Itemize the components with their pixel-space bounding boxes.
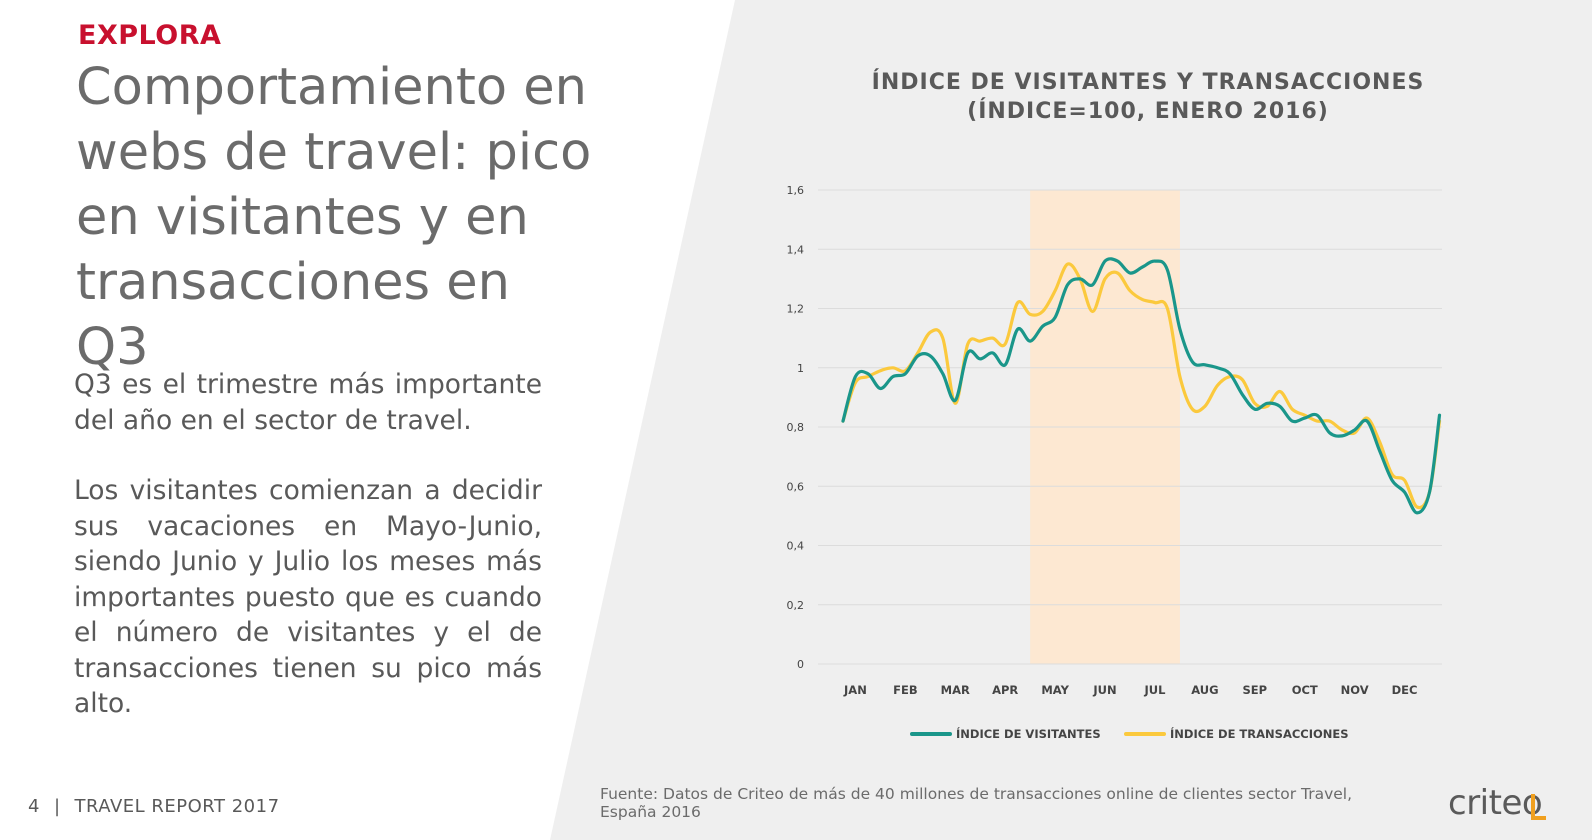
y-tick-label: 1,6 bbox=[787, 184, 805, 197]
legend-label: ÍNDICE DE VISITANTES bbox=[956, 726, 1101, 741]
x-tick-label: JUL bbox=[1143, 683, 1166, 697]
x-tick-label: JUN bbox=[1092, 683, 1116, 697]
x-tick-label: MAR bbox=[941, 683, 970, 697]
y-tick-label: 1,4 bbox=[787, 243, 805, 256]
y-tick-label: 0 bbox=[797, 658, 804, 671]
criteo-logo: criteo bbox=[1448, 783, 1543, 823]
legend-item-visitors: ÍNDICE DE VISITANTES bbox=[910, 726, 1101, 741]
x-tick-label: SEP bbox=[1243, 683, 1268, 697]
series-line-visitors bbox=[841, 257, 1442, 515]
page-number: 4 bbox=[28, 796, 40, 817]
body-paragraph-2: Los visitantes comienzan a decidir sus v… bbox=[74, 475, 542, 719]
body-paragraph-1: Q3 es el trimestre más importante del añ… bbox=[74, 369, 542, 436]
y-tick-label: 1,2 bbox=[787, 303, 805, 316]
page-title: Comportamiento en webs de travel: pico e… bbox=[76, 58, 592, 377]
legend-label: ÍNDICE DE TRANSACCIONES bbox=[1170, 726, 1349, 741]
section-eyebrow: EXPLORA bbox=[78, 20, 222, 51]
y-tick-label: 0,2 bbox=[787, 599, 805, 612]
footer-left: 4 | TRAVEL REPORT 2017 bbox=[28, 796, 280, 817]
y-tick-label: 0,6 bbox=[787, 480, 805, 493]
y-tick-label: 0,4 bbox=[787, 540, 805, 553]
x-tick-label: AUG bbox=[1191, 683, 1218, 697]
x-tick-label: OCT bbox=[1292, 683, 1318, 697]
body-text: Q3 es el trimestre más importante del añ… bbox=[74, 367, 542, 757]
y-tick-label: 0,8 bbox=[787, 421, 805, 434]
chart-title-line-1: ÍNDICE DE VISITANTES Y TRANSACCIONES bbox=[872, 69, 1425, 95]
x-tick-label: JAN bbox=[843, 683, 867, 697]
series-line-transactions bbox=[841, 262, 1442, 510]
criteo-logo-mark bbox=[1531, 794, 1546, 820]
source-note: Fuente: Datos de Criteo de más de 40 mil… bbox=[600, 785, 1353, 821]
legend-item-transactions: ÍNDICE DE TRANSACCIONES bbox=[1124, 726, 1349, 741]
footer-separator: | bbox=[53, 796, 61, 817]
x-tick-label: MAY bbox=[1041, 683, 1069, 697]
y-tick-label: 1 bbox=[797, 362, 804, 375]
x-tick-label: DEC bbox=[1392, 683, 1418, 697]
report-title: TRAVEL REPORT 2017 bbox=[74, 796, 280, 817]
chart-title-line-2: (ÍNDICE=100, ENERO 2016) bbox=[967, 98, 1329, 124]
x-tick-label: APR bbox=[992, 683, 1018, 697]
x-tick-label: NOV bbox=[1341, 683, 1369, 697]
x-tick-label: FEB bbox=[893, 683, 917, 697]
